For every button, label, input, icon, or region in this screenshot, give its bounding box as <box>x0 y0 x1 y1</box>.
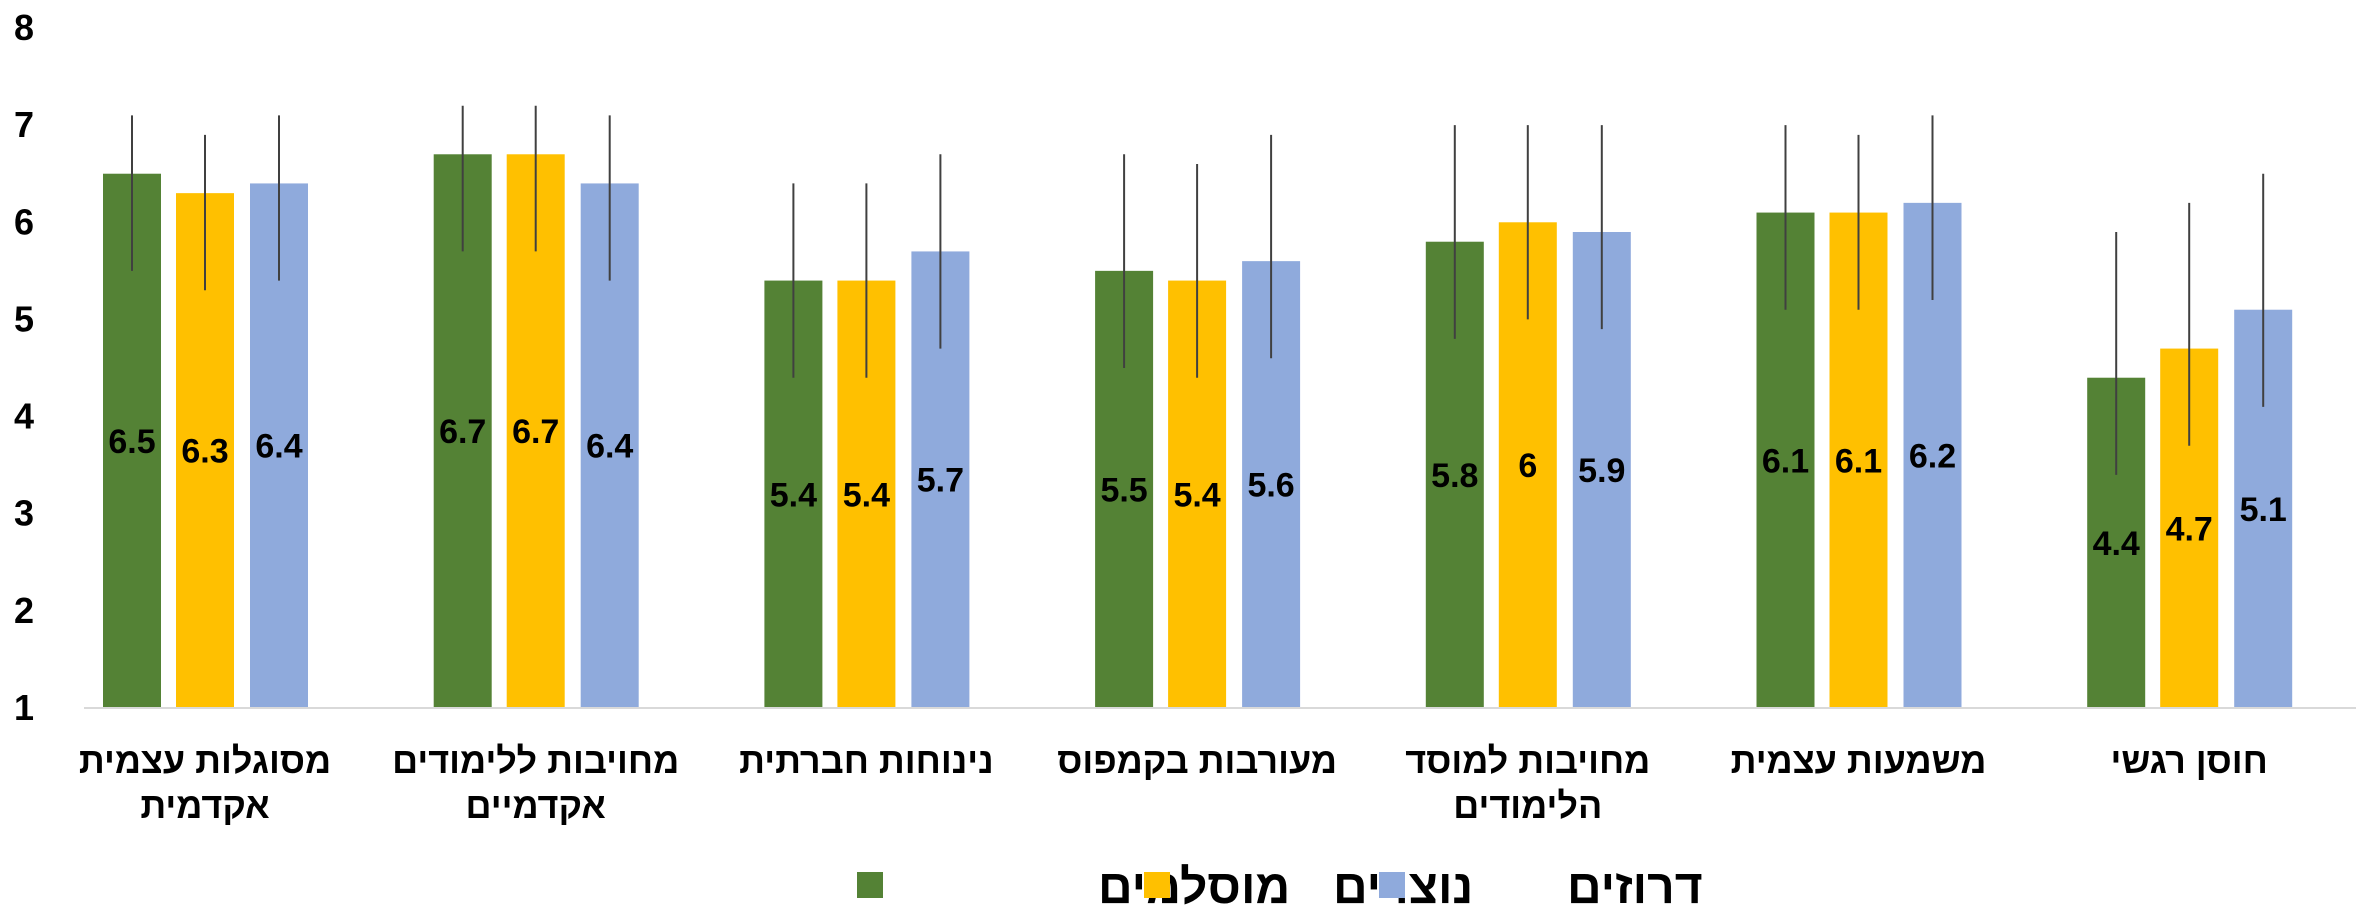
category-label: אקדמית <box>140 785 269 826</box>
data-label: 6.4 <box>586 428 633 466</box>
category-label: מעורבות בקמפוס <box>1057 740 1337 781</box>
data-label: 5.6 <box>1247 467 1294 505</box>
data-label: 6.5 <box>108 423 155 461</box>
data-label: 6.1 <box>1762 442 1809 480</box>
category-label: מחויבות ללימודים <box>392 740 679 781</box>
data-label: 6 <box>1518 447 1537 485</box>
y-tick-label: 6 <box>14 201 34 242</box>
data-label: 6.1 <box>1835 442 1882 480</box>
y-tick-label: 5 <box>14 298 34 339</box>
data-label: 5.8 <box>1431 457 1478 495</box>
bars <box>103 154 2293 709</box>
data-label: 5.4 <box>770 476 817 514</box>
data-label: 6.4 <box>255 428 302 466</box>
category-label: משמעות עצמית <box>1731 740 1987 781</box>
data-label: 5.4 <box>843 476 890 514</box>
data-label: 6.7 <box>512 413 559 451</box>
legend-swatch <box>857 872 883 898</box>
data-label: 5.9 <box>1578 452 1625 490</box>
legend-swatch <box>1144 872 1170 898</box>
category-label: הלימודים <box>1453 785 1602 826</box>
y-tick-label: 8 <box>14 7 34 48</box>
data-labels: 6.5 6.3 6.4 6.7 6.7 6.4 5.4 5.4 5.7 5.5 5.4 5.6 5.8 6… <box>108 413 2286 563</box>
data-label: 5.4 <box>1173 476 1220 514</box>
data-label: 5.7 <box>917 462 964 500</box>
category-label: נינוחות חברתית <box>739 740 993 781</box>
data-label: 6.2 <box>1909 437 1956 475</box>
category-label: חוסן רגשי <box>2110 740 2267 781</box>
data-label: 5.1 <box>2240 491 2287 529</box>
data-label: 4.7 <box>2166 510 2213 548</box>
data-label: 5.5 <box>1100 471 1147 509</box>
category-label: מחויבות למוסד <box>1405 740 1650 781</box>
error-bars <box>131 105 2265 475</box>
data-label: 4.4 <box>2093 525 2140 563</box>
data-label: 6.7 <box>439 413 486 451</box>
legend-label: מוסלמים <box>1098 861 1290 908</box>
data-label: 6.3 <box>181 433 228 471</box>
legend: מוסלמיםנוצריםדרוזים <box>857 861 1703 908</box>
legend-label: דרוזים <box>1567 861 1703 908</box>
category-label: אקדמיים <box>466 785 606 826</box>
y-tick-label: 2 <box>14 590 34 631</box>
y-axis: 1 2 3 4 5 6 7 8 <box>14 7 34 728</box>
y-tick-label: 7 <box>14 104 34 145</box>
legend-swatch <box>1379 872 1405 898</box>
category-label: מסוגלות עצמית <box>79 740 331 781</box>
y-tick-label: 3 <box>14 493 34 534</box>
y-tick-label: 4 <box>14 396 34 437</box>
y-tick-label: 1 <box>14 687 34 728</box>
